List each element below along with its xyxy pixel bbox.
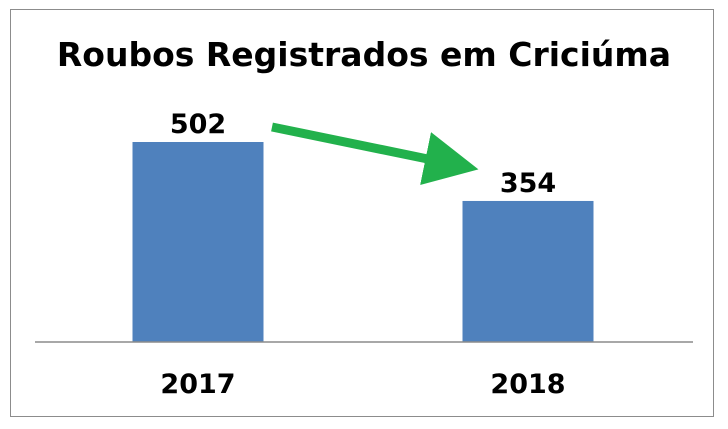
data-label-2017: 502	[170, 109, 226, 140]
bar-2017	[132, 142, 264, 342]
trend-arrow	[271, 122, 479, 186]
bars-layer: 502 2017 354 2018	[132, 109, 594, 400]
x-tick-label-2017: 2017	[160, 369, 235, 400]
chart-title: Roubos Registrados em Criciúma	[57, 35, 671, 74]
bar-2018	[462, 200, 594, 342]
chart-frame	[10, 9, 714, 417]
x-tick-label-2018: 2018	[490, 369, 565, 400]
data-label-2018: 354	[500, 168, 556, 199]
